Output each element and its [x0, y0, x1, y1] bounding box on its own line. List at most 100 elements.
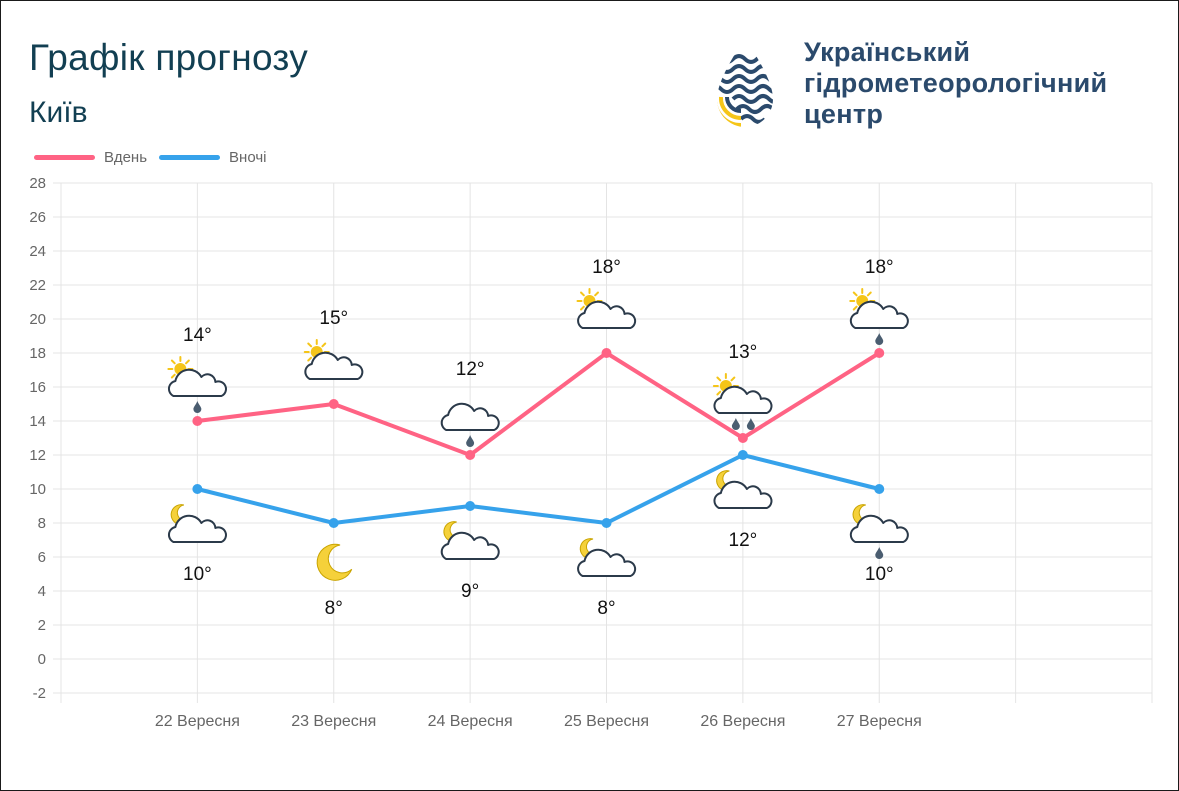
temperature-label-day: 18°	[592, 257, 621, 278]
sun-cloud-icon	[303, 339, 364, 380]
moon-cloud-icon	[167, 504, 227, 543]
cloud-shape	[849, 514, 909, 543]
temperature-label-night: 10°	[183, 564, 212, 585]
moon-shape	[316, 543, 353, 581]
data-point-day	[192, 416, 203, 426]
data-point-day	[465, 450, 476, 460]
y-tick-label: 2	[38, 617, 46, 634]
series-line-night	[196, 453, 880, 525]
sun-ray	[730, 376, 736, 382]
sun-ray	[170, 373, 176, 379]
legend-item-day[interactable]: Вдень	[34, 149, 147, 166]
cloud-shape	[849, 300, 909, 329]
org-name-line: центр	[804, 99, 884, 129]
cloud-light-rain-icon	[440, 402, 500, 447]
water-drop-logo-icon	[717, 39, 773, 127]
data-point-day	[737, 433, 748, 443]
sun-cloud-rain-icon	[712, 373, 773, 430]
data-point-night	[192, 484, 203, 494]
moon-cloud-icon	[713, 470, 773, 509]
sun-ray	[580, 305, 585, 311]
legend-item-night[interactable]: Вночі	[159, 149, 266, 166]
moon-cloud-light-rain-icon	[849, 504, 909, 559]
temperature-label-night: 8°	[325, 598, 343, 619]
sun-ray	[716, 376, 722, 382]
temperature-label-day: 15°	[319, 308, 348, 329]
legend-label-night: Вночі	[229, 149, 267, 166]
cloud-shape	[167, 368, 227, 397]
y-tick-label: -2	[33, 685, 46, 702]
series-line-day	[197, 351, 881, 457]
sun-ray	[852, 291, 858, 297]
sun-ray	[580, 291, 585, 297]
moon-icon	[316, 543, 353, 581]
chart-legend: Вдень Вночі	[34, 149, 278, 166]
sun-cloud-light-rain-icon	[849, 288, 909, 345]
data-point-night	[874, 484, 885, 494]
legend-swatch-night	[159, 155, 221, 160]
x-tick-label: 27 Вересня	[837, 713, 922, 730]
data-point-day	[328, 399, 339, 409]
y-tick-label: 24	[29, 243, 46, 260]
rain-drop	[193, 401, 202, 413]
y-tick-label: 16	[29, 379, 46, 396]
data-point-day	[874, 348, 885, 358]
org-branding: Український гідрометеорологічний центр	[713, 37, 1107, 131]
temperature-label-night: 9°	[461, 581, 479, 602]
data-point-night	[737, 450, 748, 460]
y-tick-label: 4	[38, 583, 46, 600]
sun-ray	[307, 356, 313, 362]
page-title: Графік прогнозу	[29, 37, 309, 78]
moon-cloud-icon	[440, 521, 500, 560]
sun-ray	[185, 359, 190, 365]
cloud-shape	[440, 402, 500, 431]
y-tick-label: 28	[29, 175, 46, 192]
data-point-night	[328, 518, 339, 528]
y-tick-label: 26	[29, 209, 46, 226]
rain-drop	[466, 435, 475, 447]
x-tick-label: 25 Вересня	[564, 713, 649, 730]
org-name: Український гідрометеорологічний центр	[804, 37, 1107, 130]
sun-ray	[866, 291, 872, 297]
city-name: Київ	[29, 96, 88, 129]
sun-ray	[307, 342, 313, 348]
sun-ray	[716, 390, 722, 396]
cloud-shape	[713, 385, 773, 414]
sun-cloud-icon	[576, 288, 637, 329]
y-tick-label: 18	[29, 345, 46, 362]
moon-cloud-icon	[577, 538, 637, 577]
cloud-shape	[577, 548, 637, 577]
rain-drop	[746, 418, 755, 430]
cloud-shape	[304, 351, 364, 380]
temperature-label-day: 13°	[729, 342, 758, 363]
y-tick-label: 12	[29, 447, 46, 464]
rain-drop	[875, 547, 884, 559]
data-point-night	[601, 518, 612, 528]
cloud-shape	[167, 514, 227, 543]
sun-ray	[321, 342, 327, 348]
x-tick-label: 24 Вересня	[428, 713, 513, 730]
org-name-line: Український	[804, 37, 971, 67]
sun-cloud-light-rain-icon	[167, 356, 227, 413]
legend-label-day: Вдень	[104, 149, 148, 166]
x-tick-label: 26 Вересня	[700, 713, 785, 730]
y-tick-label: 0	[38, 651, 46, 668]
rain-drop	[731, 418, 740, 430]
sun-ray	[852, 305, 858, 311]
y-tick-label: 6	[38, 549, 46, 566]
org-name-line: гідрометеорологічний	[804, 68, 1108, 98]
y-tick-label: 8	[38, 515, 46, 532]
x-tick-label: 22 Вересня	[155, 713, 240, 730]
y-tick-label: 22	[29, 277, 46, 294]
y-tick-label: 10	[29, 481, 46, 498]
cloud-shape	[440, 531, 500, 560]
temperature-label-night: 8°	[597, 598, 615, 619]
legend-swatch-day	[34, 155, 95, 160]
sun-ray	[594, 291, 599, 297]
data-point-night	[465, 501, 476, 511]
temperature-label-night: 12°	[729, 530, 758, 551]
x-tick-label: 23 Вересня	[291, 713, 376, 730]
sun-ray	[170, 359, 176, 365]
